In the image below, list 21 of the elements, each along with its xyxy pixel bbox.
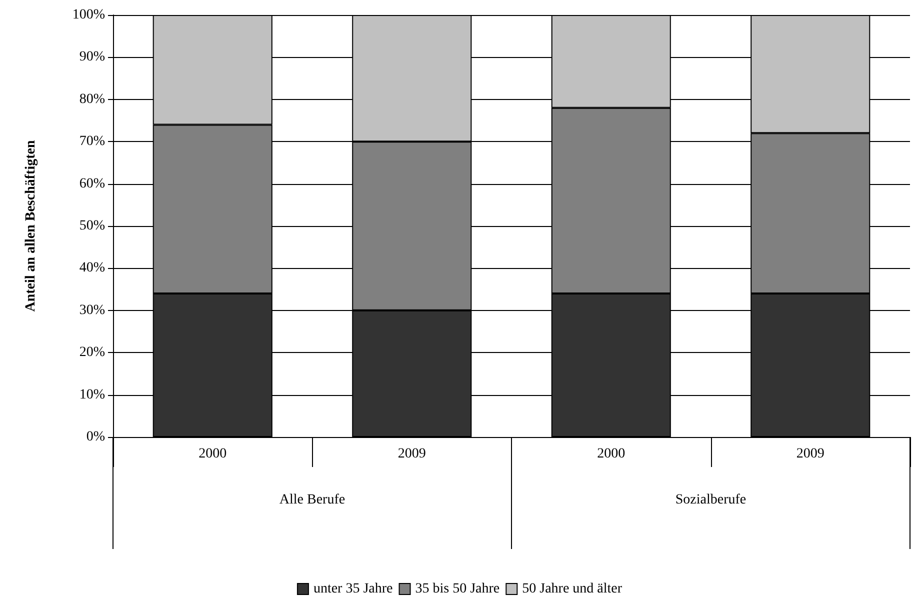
y-tick-label: 60% bbox=[79, 176, 106, 192]
legend-label: 35 bis 50 Jahre bbox=[415, 582, 500, 596]
x-tick-label: 2000 bbox=[198, 446, 227, 462]
y-tick-label: 80% bbox=[79, 92, 106, 107]
y-axis-title: Anteil an allen Beschäftigten bbox=[24, 140, 38, 312]
legend-label: unter 35 Jahre bbox=[313, 582, 393, 596]
y-tick-label: 90% bbox=[79, 50, 106, 65]
y-tick-label: 10% bbox=[79, 387, 106, 402]
x-tick-label: 2009 bbox=[398, 446, 426, 462]
x-tick-label: 2000 bbox=[597, 446, 626, 462]
y-tick-label: 50% bbox=[79, 218, 106, 234]
y-tick-label: 20% bbox=[79, 345, 106, 360]
y-tick-label: 100% bbox=[72, 8, 106, 22]
legend-label: 50 Jahre und älter bbox=[522, 582, 622, 596]
y-tick-label: 40% bbox=[79, 260, 106, 276]
y-tick-label: 70% bbox=[79, 134, 106, 150]
y-tick-label: 0% bbox=[86, 430, 106, 444]
x-tick-label: 2009 bbox=[796, 446, 824, 462]
text: Sozialberufe bbox=[675, 492, 746, 508]
y-tick-label: 30% bbox=[79, 302, 106, 318]
text: Alle Berufe bbox=[279, 492, 346, 508]
